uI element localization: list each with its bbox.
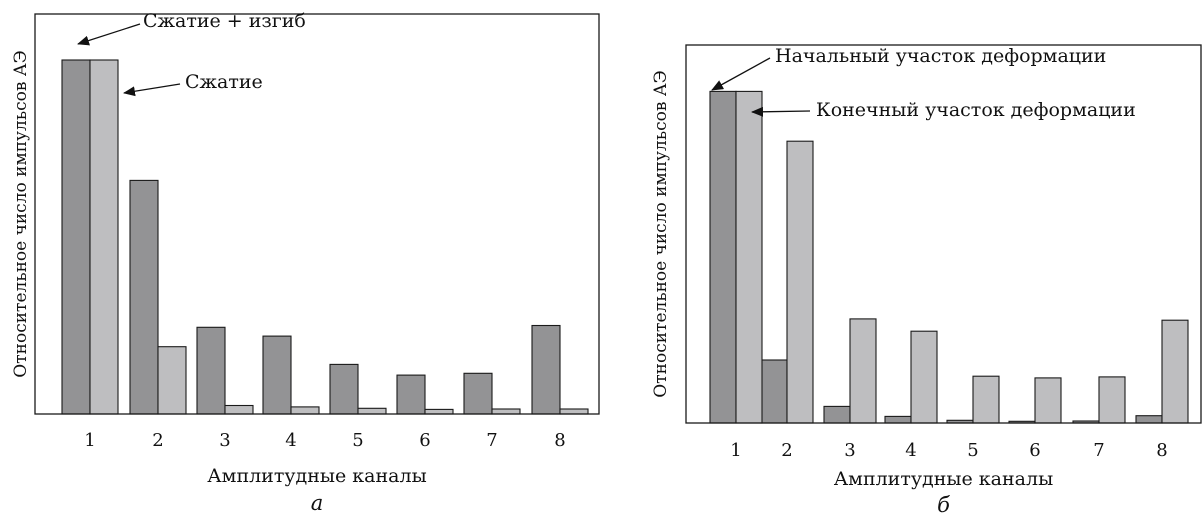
bar-series-2-category-8 <box>1161 319 1189 424</box>
annotation-arrow <box>77 23 141 46</box>
bar-series-1-category-5 <box>329 363 359 415</box>
bar-series-2-category-2 <box>157 346 187 415</box>
annotation-arrow <box>711 57 771 91</box>
x-tick-label: 2 <box>152 430 163 451</box>
bar-series-1-category-1 <box>709 90 737 424</box>
bar-series-2-category-7 <box>1098 376 1126 424</box>
bar-series-1-category-2 <box>760 359 788 424</box>
x-tick-label: 4 <box>905 440 916 461</box>
x-axis-label: Амплитудные каналы <box>834 468 1053 490</box>
bar-series-2-category-5 <box>357 407 387 415</box>
bar-series-2-category-4 <box>290 406 320 415</box>
x-tick-label: 5 <box>352 430 363 451</box>
chart-panel-б: 1 2 3 4 5 6 7 8 Амплитудные каналы б Относительное… <box>651 44 1202 517</box>
annotation-label: Начальный участок деформации <box>775 45 1106 67</box>
x-tick-label: 4 <box>285 430 296 451</box>
x-tick-label: 6 <box>1029 440 1040 461</box>
annotation-arrow <box>751 106 811 117</box>
y-axis-label: Относительное число импульсов АЭ <box>651 70 671 397</box>
bar-series-2-category-7 <box>491 408 521 415</box>
bar-series-2-category-5 <box>972 375 1000 424</box>
bar-series-2-category-3 <box>849 318 877 424</box>
x-tick-label: 1 <box>84 430 95 451</box>
bar-series-2-category-6 <box>424 408 454 415</box>
bar-series-1-category-3 <box>823 405 851 424</box>
bar-series-1-category-6 <box>396 374 426 415</box>
x-tick-label: 5 <box>967 440 978 461</box>
bar-series-1-category-3 <box>196 326 226 415</box>
x-tick-label: 3 <box>844 440 855 461</box>
panel-letter: б <box>937 493 950 517</box>
x-tick-label: 6 <box>419 430 430 451</box>
bar-series-2-category-6 <box>1034 377 1062 424</box>
bar-series-1-category-4 <box>262 335 292 415</box>
x-tick-label: 8 <box>1156 440 1167 461</box>
x-tick-label: 2 <box>781 440 792 461</box>
bar-series-1-category-4 <box>884 415 912 424</box>
annotation-label: Сжатие <box>185 71 263 93</box>
bar-series-2-category-1 <box>735 90 763 424</box>
bar-series-2-category-2 <box>786 140 814 424</box>
bar-series-1-category-1 <box>61 59 91 415</box>
y-axis-label: Относительное число импульсов АЭ <box>11 50 31 377</box>
annotation-label: Конечный участок деформации <box>816 99 1136 121</box>
plot-frame <box>34 13 600 415</box>
x-axis-label: Амплитудные каналы <box>207 465 426 487</box>
bar-series-1-category-8 <box>1135 415 1163 424</box>
plot-frame <box>685 44 1202 424</box>
x-tick-label: 1 <box>730 440 741 461</box>
bar-series-2-category-8 <box>559 408 589 415</box>
bar-series-2-category-1 <box>89 59 119 415</box>
bar-series-1-category-8 <box>531 324 561 415</box>
bar-series-1-category-2 <box>129 179 159 415</box>
x-tick-label: 8 <box>554 430 565 451</box>
annotation-label: Сжатие + изгиб <box>143 10 306 32</box>
x-tick-label: 7 <box>1093 440 1104 461</box>
bar-series-2-category-4 <box>910 330 938 424</box>
x-tick-label: 3 <box>219 430 230 451</box>
chart-panel-а: 1 2 3 4 5 6 7 8 Амплитудные каналы а Относительное… <box>11 10 600 515</box>
x-tick-label: 7 <box>486 430 497 451</box>
annotation-arrow <box>123 83 181 97</box>
bar-series-2-category-3 <box>224 404 254 415</box>
panel-letter: а <box>311 491 324 515</box>
bar-series-1-category-7 <box>463 372 493 415</box>
